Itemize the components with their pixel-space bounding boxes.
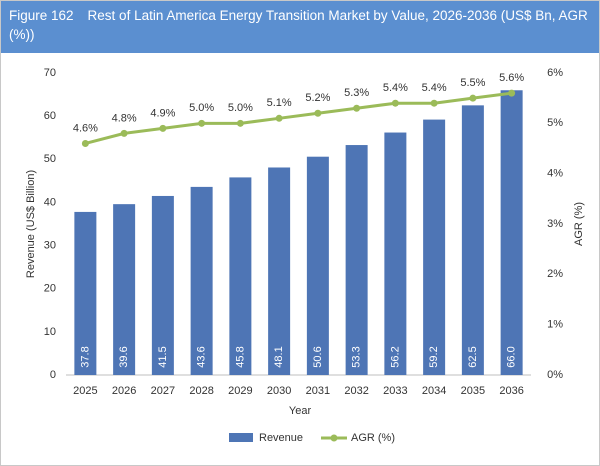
- y-tick-label: 30: [44, 239, 56, 251]
- line-value-label: 5.5%: [460, 77, 485, 89]
- bar-value-label: 62.5: [467, 346, 479, 367]
- line-value-label: 4.6%: [73, 122, 98, 134]
- x-tick-label: 2036: [499, 385, 523, 397]
- line-point: [275, 114, 283, 122]
- x-tick-label: 2027: [151, 385, 175, 397]
- line-value-label: 5.2%: [305, 92, 330, 104]
- bar: [190, 186, 213, 375]
- y2-tick-label: 2%: [547, 268, 563, 280]
- legend-swatch: [229, 433, 253, 442]
- figure-label: Figure 162: [9, 8, 74, 23]
- x-tick-label: 2032: [344, 385, 368, 397]
- line: [84, 91, 512, 145]
- line-point: [81, 139, 89, 147]
- bar: [384, 132, 407, 375]
- bar-value-label: 41.5: [157, 346, 169, 367]
- bar: [229, 177, 252, 375]
- chart-title: Rest of Latin America Energy Transition …: [9, 8, 588, 42]
- x-tick-label: 2026: [112, 385, 136, 397]
- line-value-label: 4.8%: [112, 112, 137, 124]
- y2-tick-label: 3%: [547, 218, 563, 230]
- bar-value-label: 43.6: [196, 346, 208, 367]
- line-value-label: 5.4%: [383, 82, 408, 94]
- y-tick-label: 70: [44, 67, 56, 79]
- y-tick-label: 60: [44, 110, 56, 122]
- bar-value-label: 50.6: [312, 346, 324, 367]
- line-point: [508, 89, 516, 97]
- x-tick-label: 2033: [383, 385, 407, 397]
- line-point: [430, 99, 438, 107]
- bar: [113, 204, 136, 375]
- bar: [306, 156, 329, 375]
- line-point: [198, 119, 206, 127]
- y-tick-label: 20: [44, 283, 56, 295]
- x-tick-label: 2035: [461, 385, 485, 397]
- bar: [423, 119, 446, 375]
- line-point: [236, 119, 244, 127]
- line-value-label: 5.4%: [422, 82, 447, 94]
- line-value-label: 4.9%: [150, 107, 175, 119]
- bar-value-label: 37.8: [79, 346, 91, 367]
- line-point: [469, 94, 477, 102]
- y-tick-label: 0: [50, 369, 56, 381]
- y-tick-label: 40: [44, 196, 56, 208]
- bar: [74, 211, 97, 375]
- y2-tick-label: 0%: [547, 369, 563, 381]
- y2-tick-label: 5%: [547, 117, 563, 129]
- bar: [500, 90, 523, 375]
- line-value-label: 5.3%: [344, 87, 369, 99]
- bar: [151, 195, 174, 375]
- bar-value-label: 66.0: [506, 346, 518, 367]
- bar: [268, 167, 291, 375]
- header: Figure 162 Rest of Latin America Energy T…: [1, 1, 599, 53]
- bar-value-label: 59.2: [428, 346, 440, 367]
- x-tick-label: 2034: [422, 385, 446, 397]
- x-tick-label: 2028: [189, 385, 213, 397]
- bar-value-label: 45.8: [234, 346, 246, 367]
- x-tick-label: 2025: [73, 385, 97, 397]
- bar-value-label: 56.2: [389, 346, 401, 367]
- y2-tick-label: 6%: [547, 67, 563, 79]
- line-point: [159, 124, 167, 132]
- legend-label: Revenue: [259, 432, 303, 444]
- line-value-label: 5.1%: [267, 97, 292, 109]
- x-axis-label: Year: [289, 405, 312, 417]
- y2-tick-label: 4%: [547, 168, 563, 180]
- bar-value-label: 39.6: [118, 346, 130, 367]
- line-point: [353, 104, 361, 112]
- x-tick-label: 2029: [228, 385, 252, 397]
- legend-marker: [330, 434, 338, 442]
- y-tick-label: 10: [44, 326, 56, 338]
- y-axis-label: Revenue (US$ Billion): [25, 170, 37, 278]
- bar-value-label: 48.1: [273, 346, 285, 367]
- bar-value-label: 53.3: [351, 346, 363, 367]
- line-value-label: 5.6%: [499, 72, 524, 84]
- y2-tick-label: 1%: [547, 319, 563, 331]
- x-tick-label: 2030: [267, 385, 291, 397]
- y-tick-label: 50: [44, 153, 56, 165]
- line-value-label: 5.0%: [228, 102, 253, 114]
- line-point: [120, 129, 128, 137]
- legend-label: AGR (%): [351, 432, 395, 444]
- line-value-label: 5.0%: [189, 102, 214, 114]
- bar: [461, 105, 484, 375]
- bar: [345, 145, 368, 375]
- y2-axis-label: AGR (%): [573, 202, 585, 246]
- line-point: [314, 109, 322, 117]
- x-tick-label: 2031: [306, 385, 330, 397]
- line-point: [391, 99, 399, 107]
